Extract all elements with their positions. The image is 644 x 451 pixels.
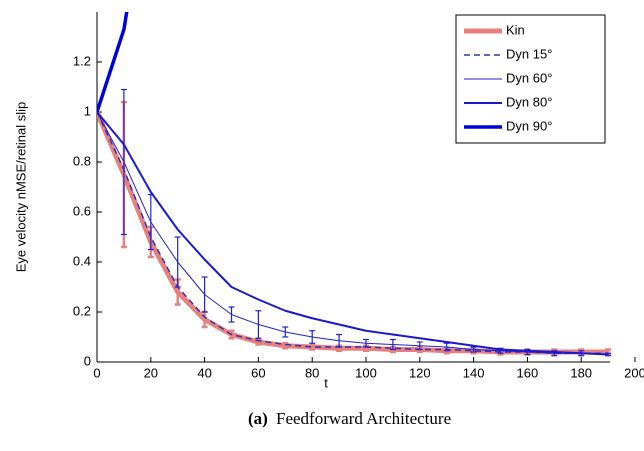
x-tick-label: 100 (355, 365, 377, 380)
plot-area (97, 12, 612, 357)
x-tick-label: 200 (624, 365, 644, 380)
x-tick-label: 0 (93, 365, 100, 380)
y-tick-label: 1.2 (73, 53, 91, 68)
error-bar (309, 343, 316, 351)
legend-label: Dyn 80° (506, 94, 552, 109)
x-tick-label: 60 (251, 365, 265, 380)
x-tick-label: 140 (463, 365, 485, 380)
x-tick-label: 160 (517, 365, 539, 380)
x-tick-label: 40 (197, 365, 211, 380)
error-bar (174, 236, 181, 288)
error-bar (336, 333, 343, 348)
error-bar (282, 326, 289, 338)
series-line (97, 111, 609, 354)
error-bar (120, 88, 127, 236)
y-tick-label: 0.6 (73, 203, 91, 218)
x-axis-label: t (324, 375, 328, 390)
x-tick-label: 120 (409, 365, 431, 380)
legend-label: Dyn 15° (506, 46, 552, 61)
error-bar (389, 338, 396, 351)
error-bar (363, 338, 369, 348)
series-line (97, 111, 609, 355)
x-tick-label: 180 (570, 365, 592, 380)
legend-box (455, 14, 606, 144)
error-bar (309, 330, 316, 344)
caption-label: (a) (248, 409, 268, 428)
legend-label: Dyn 90° (506, 118, 552, 133)
y-tick-label: 0.8 (73, 153, 91, 168)
error-bar (416, 341, 423, 351)
y-axis-label: Eye velocity nMSE/retinal slip (13, 102, 28, 273)
series-line (97, 12, 129, 113)
y-tick-label: 1 (84, 103, 91, 118)
y-tick-label: 0.2 (73, 303, 91, 318)
x-tick-label: 80 (305, 365, 319, 380)
x-tick-label: 20 (144, 365, 158, 380)
error-bar (255, 310, 262, 339)
legend-label: Dyn 60° (506, 70, 552, 85)
series-line (97, 111, 609, 355)
error-bar (228, 306, 235, 323)
y-tick-label: 0.4 (73, 253, 91, 268)
legend-label: Kin (506, 22, 525, 37)
error-bar (201, 276, 208, 313)
caption: Feedforward Architecture (276, 409, 451, 428)
y-tick-label: 0 (84, 353, 91, 368)
legend: Kin Dyn 15° Dyn 60° Dyn 80° Dyn 90° (455, 14, 606, 144)
series-line (97, 111, 609, 356)
